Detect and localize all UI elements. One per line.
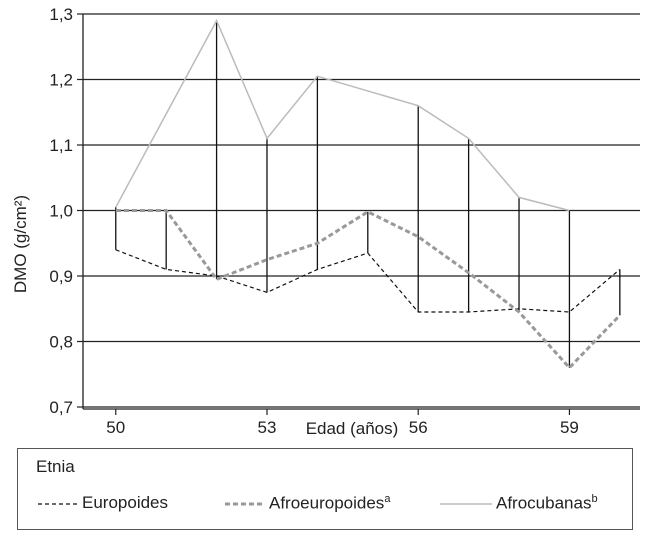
y-tick-label: 0,7 [49, 398, 73, 417]
legend-sup: a [384, 493, 391, 505]
x-tick-label: 56 [409, 418, 428, 437]
x-tick-label: 59 [560, 418, 579, 437]
legend-item-afroeuropoides: Afroeuropoidesa [223, 493, 390, 514]
series-line-afroeuropoides [115, 209, 621, 370]
y-axis-title: DMO (g/cm²) [11, 195, 30, 293]
x-tick-label: 50 [106, 418, 125, 437]
x-tick-label: 53 [258, 418, 277, 437]
legend-item-europoides: Europoides [36, 493, 168, 513]
series-lines [115, 18, 621, 370]
x-axis-title: Edad (años) [306, 419, 399, 438]
y-tick-label: 1,3 [49, 5, 73, 24]
y-tick-label: 0,8 [49, 333, 73, 352]
legend-label: Afrocubanas [496, 493, 592, 513]
y-tick-label: 1,1 [49, 136, 73, 155]
series-line-europoides [115, 249, 621, 313]
gridlines [83, 13, 640, 408]
legend-label: Afroeuropoides [269, 493, 385, 513]
axes [77, 13, 640, 415]
y-tick-label: 1,0 [49, 202, 73, 221]
legend-swatch-europoides [38, 502, 78, 505]
legend: Etnia Europoides Afroeuropoidesa Afrocub… [17, 448, 633, 530]
legend-label: Europoides [82, 493, 169, 512]
y-tick-label: 0,9 [49, 267, 73, 286]
range-bars [115, 20, 621, 368]
legend-swatch-afrocubanas [440, 503, 492, 505]
legend-title: Etnia [36, 457, 75, 476]
legend-swatch-afroeuropoides [225, 502, 265, 506]
legend-sup: b [591, 493, 598, 505]
y-tick-label: 1,2 [49, 71, 73, 90]
series-line-afrocubanas [115, 18, 570, 212]
dmo-chart: 0,7 0,8 0,9 1,0 1,1 1,2 1,3 50 53 56 59 Edad (años… [11, 5, 640, 438]
tick-labels: 0,7 0,8 0,9 1,0 1,1 1,2 1,3 50 53 56 59 [49, 5, 579, 437]
legend-item-afrocubanas: Afrocubanasb [438, 493, 598, 514]
